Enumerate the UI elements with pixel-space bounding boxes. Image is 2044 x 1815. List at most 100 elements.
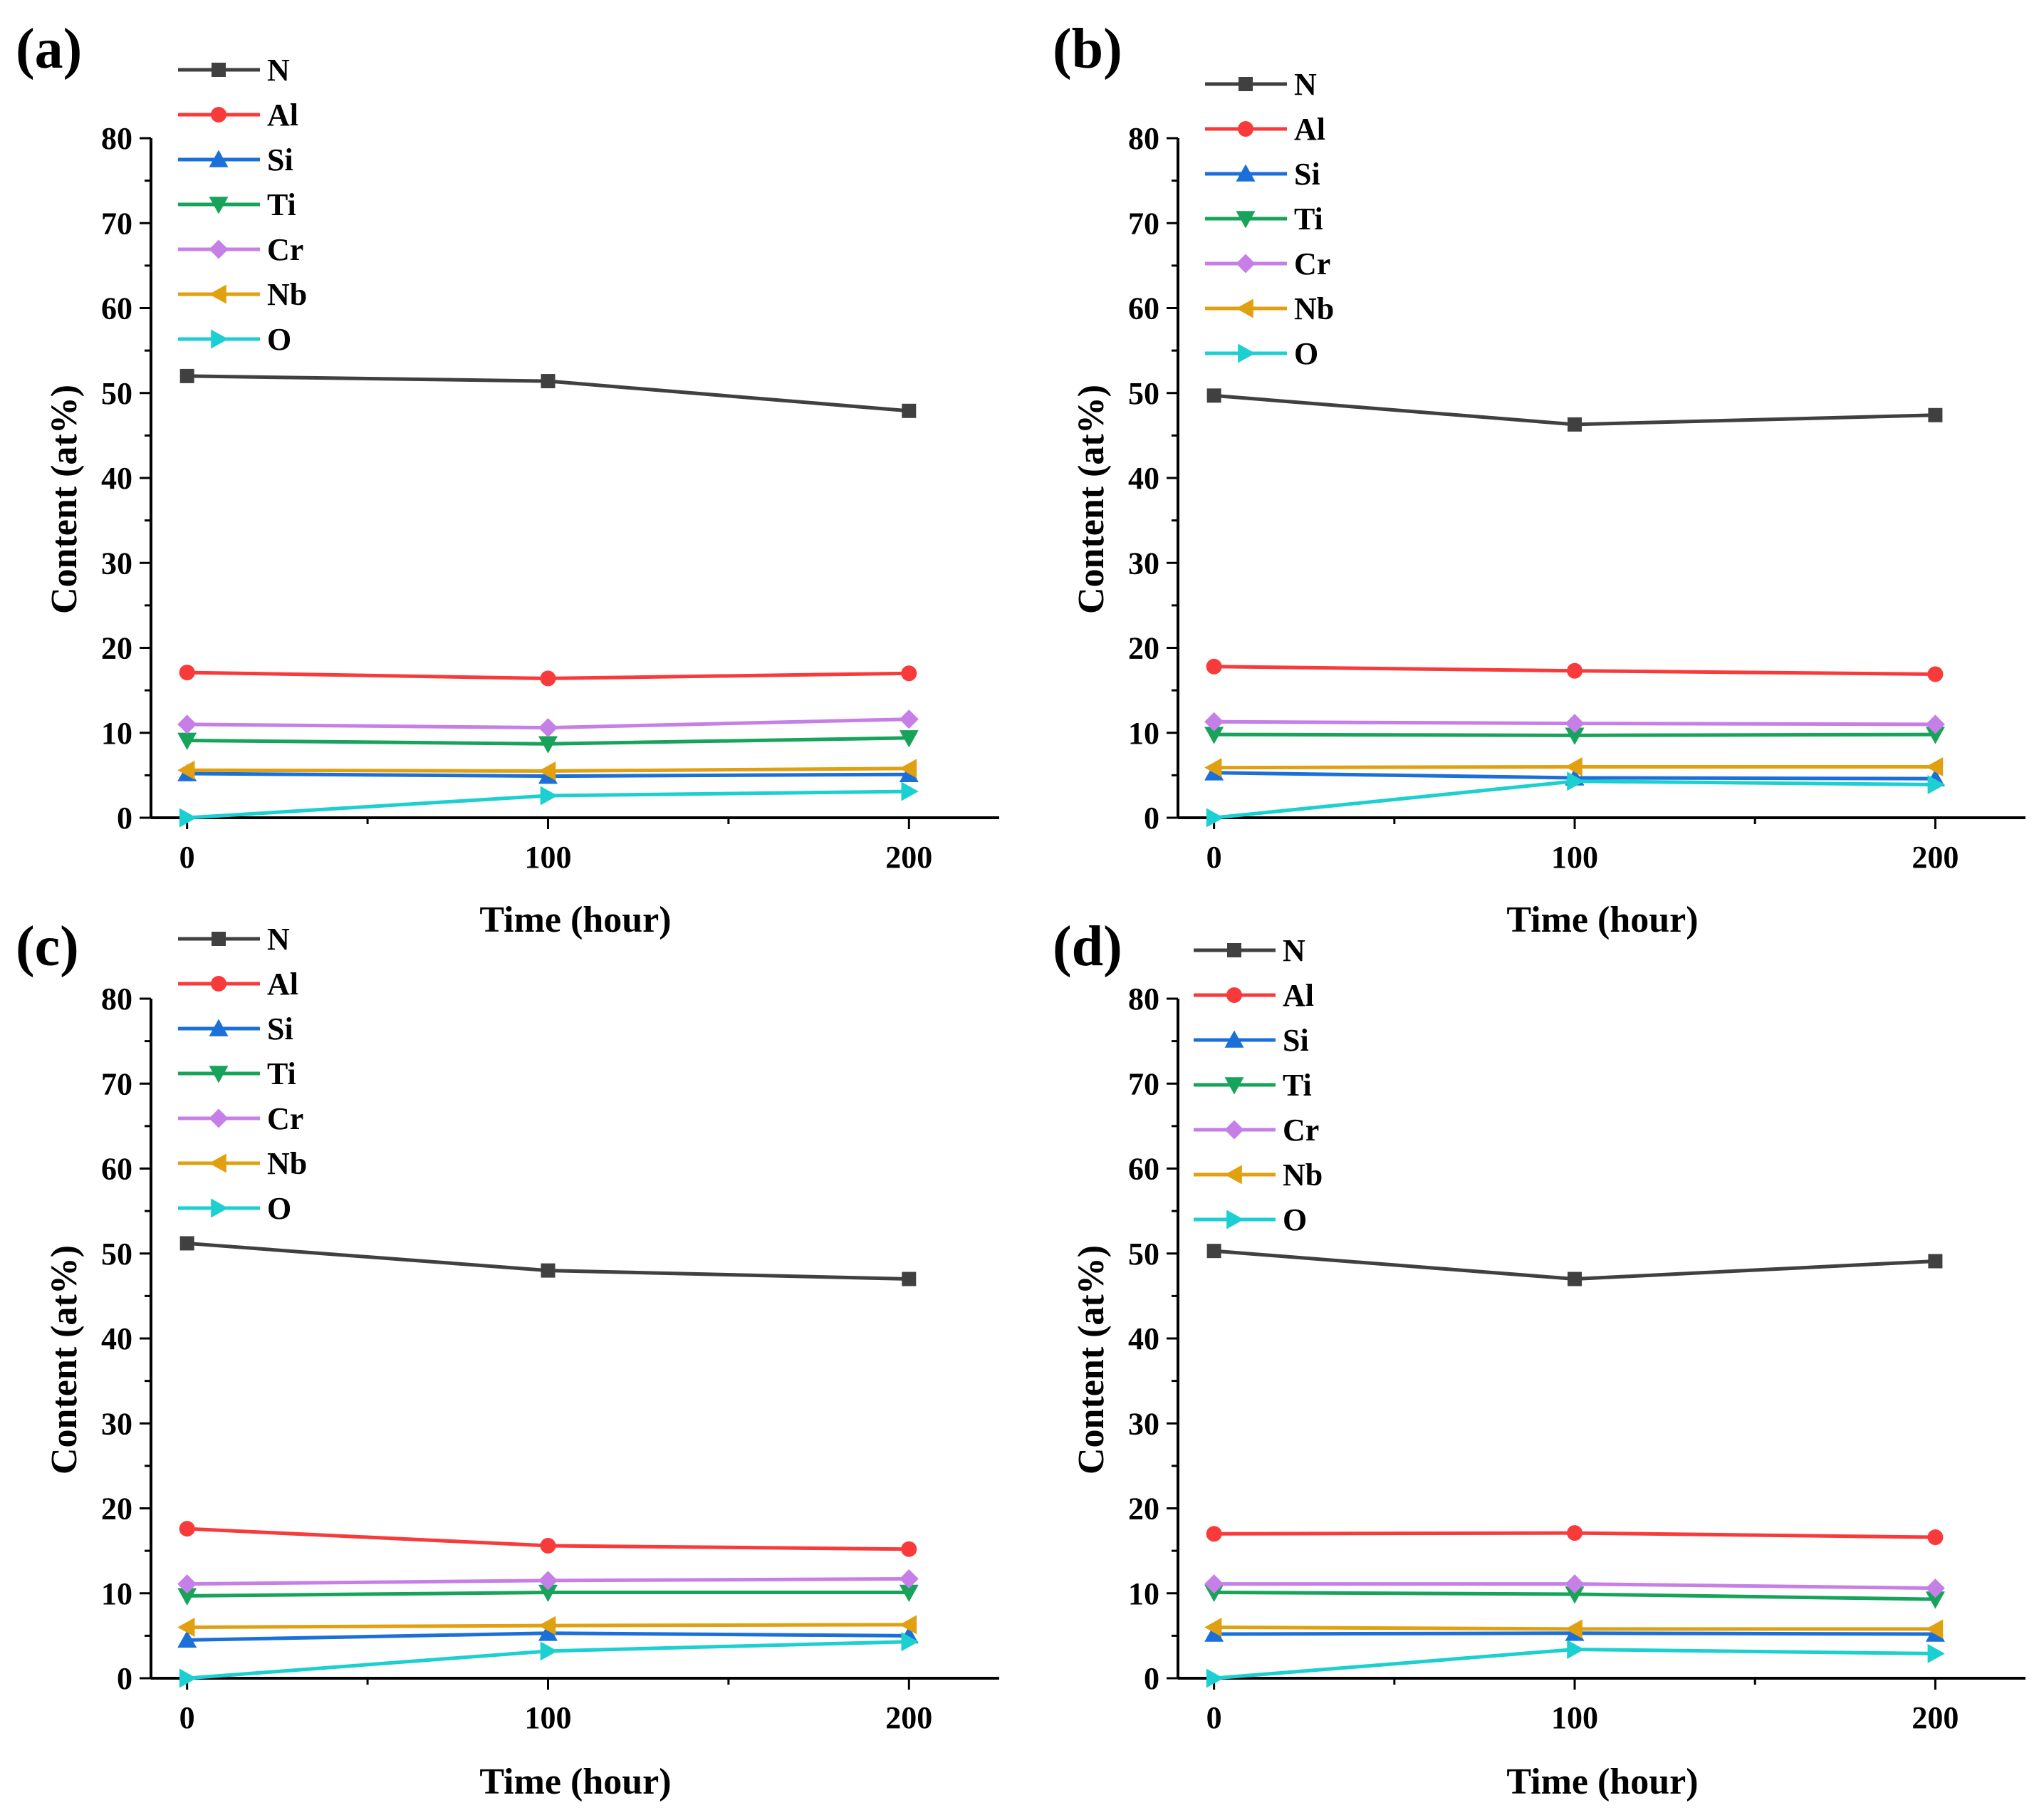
legend-label-si: Si	[1283, 1023, 1309, 1058]
data-point-nb	[899, 759, 917, 779]
legend-marker-ti	[209, 197, 229, 214]
series-al	[1206, 658, 1944, 682]
y-axis-title: Content (at%)	[44, 1245, 85, 1475]
chart-panel-1: (a) 0 10 20 30 40 50 60 70 80 0 100 200 Time (hour) Co…	[16, 18, 999, 940]
data-point-al	[1206, 1526, 1222, 1542]
data-point-ti	[1565, 1586, 1585, 1604]
y-tick-label: 0	[1144, 801, 1159, 836]
data-point-o	[540, 786, 558, 806]
legend-marker-si	[209, 150, 229, 167]
series-ti	[1204, 727, 1945, 745]
data-point-al	[540, 670, 556, 687]
legend-label-nb: Nb	[267, 1146, 307, 1181]
x-tick-label: 200	[885, 1700, 932, 1735]
x-axis-title: Time (hour)	[479, 900, 671, 940]
y-tick-label: 10	[101, 1576, 132, 1611]
x-axis-title: Time (hour)	[1506, 900, 1698, 940]
data-point-ti	[1565, 727, 1585, 745]
y-tick-label: 10	[1128, 716, 1159, 751]
data-point-n	[541, 374, 556, 389]
y-tick-label: 0	[1144, 1661, 1159, 1696]
data-point-nb	[1565, 756, 1582, 776]
series-o	[1206, 1639, 1945, 1688]
legend-label-nb: Nb	[267, 277, 307, 312]
series-line-o	[1214, 779, 1936, 820]
y-tick-label: 50	[101, 376, 132, 411]
legend-marker-ti	[209, 1066, 229, 1083]
series-o	[179, 781, 919, 828]
series-o	[1206, 771, 1945, 828]
legend-label-si: Si	[267, 142, 293, 177]
y-tick-label: 20	[1128, 1492, 1159, 1527]
legend-label-n: N	[267, 922, 290, 957]
series-nb	[177, 759, 917, 781]
data-point-al	[901, 665, 917, 682]
legend-marker-ti	[1236, 211, 1256, 229]
data-point-nb	[1204, 1617, 1222, 1637]
legend-label-o: O	[1294, 336, 1318, 371]
y-tick-label: 40	[101, 461, 132, 496]
data-point-n	[541, 1263, 556, 1278]
legend-marker-o	[1238, 343, 1256, 363]
x-axis-title: Time (hour)	[479, 1762, 671, 1802]
data-point-ti	[177, 1588, 197, 1606]
legend-marker-n	[212, 63, 226, 77]
panel-label: (c)	[16, 915, 79, 978]
legend-label-o: O	[1283, 1202, 1307, 1237]
series-al	[179, 1521, 917, 1557]
x-tick-label: 200	[1912, 1700, 1959, 1735]
legend-label-ti: Ti	[1283, 1068, 1312, 1103]
panel-label: (a)	[16, 18, 82, 80]
series-ti	[177, 730, 919, 754]
legend: N Al Si Ti Cr Nb O	[178, 53, 307, 357]
data-point-nb	[538, 1616, 556, 1635]
panel-label: (d)	[1053, 915, 1122, 978]
legend-marker-nb	[209, 284, 226, 304]
y-tick-label: 30	[101, 546, 132, 581]
series-n	[179, 1236, 917, 1286]
data-point-ti	[1925, 1591, 1945, 1609]
series-nb	[1204, 756, 1944, 778]
data-point-n	[902, 1271, 917, 1286]
legend-label-nb: Nb	[1283, 1158, 1323, 1192]
data-point-al	[179, 665, 195, 681]
legend-label-o: O	[267, 1191, 291, 1226]
legend-label-n: N	[267, 53, 290, 88]
data-point-o	[179, 808, 197, 828]
series-o	[179, 1632, 919, 1688]
legend-marker-o	[211, 329, 229, 349]
data-point-o	[901, 1632, 919, 1652]
y-tick-label: 0	[117, 1661, 132, 1696]
data-point-ti	[899, 1584, 919, 1603]
chart-panel-2: (b) 0 10 20 30 40 50 60 70 80 0 100 200 Time (hour) Co…	[1053, 18, 2025, 940]
y-tick-label: 30	[101, 1406, 132, 1441]
legend-label-o: O	[267, 322, 291, 357]
data-point-nb	[177, 760, 195, 780]
series-al	[179, 665, 917, 687]
y-tick-label: 70	[1128, 1066, 1159, 1101]
data-point-n	[1206, 388, 1221, 403]
data-point-n	[179, 1236, 194, 1251]
data-point-o	[540, 1641, 558, 1661]
legend-label-cr: Cr	[1283, 1113, 1319, 1148]
series-al	[1206, 1525, 1944, 1546]
legend-label-cr: Cr	[267, 1101, 303, 1136]
y-tick-label: 20	[1128, 631, 1159, 666]
legend-label-nb: Nb	[1294, 291, 1334, 326]
series-n	[1206, 388, 1943, 432]
y-tick-label: 20	[101, 1492, 132, 1527]
legend-label-al: Al	[267, 98, 298, 132]
data-point-cr	[1925, 1579, 1945, 1598]
legend-marker-n	[1227, 943, 1241, 957]
data-point-ti	[1925, 727, 1945, 744]
panel-label: (b)	[1053, 18, 1122, 80]
y-tick-label: 80	[1128, 121, 1159, 156]
legend-marker-ti	[1224, 1077, 1244, 1095]
data-point-o	[1206, 808, 1224, 828]
legend: N Al Si Ti Cr Nb O	[1205, 67, 1334, 371]
data-point-cr	[1565, 1574, 1585, 1594]
x-tick-label: 100	[524, 1700, 571, 1735]
legend-label-al: Al	[267, 967, 298, 1002]
x-tick-label: 100	[1551, 840, 1598, 875]
